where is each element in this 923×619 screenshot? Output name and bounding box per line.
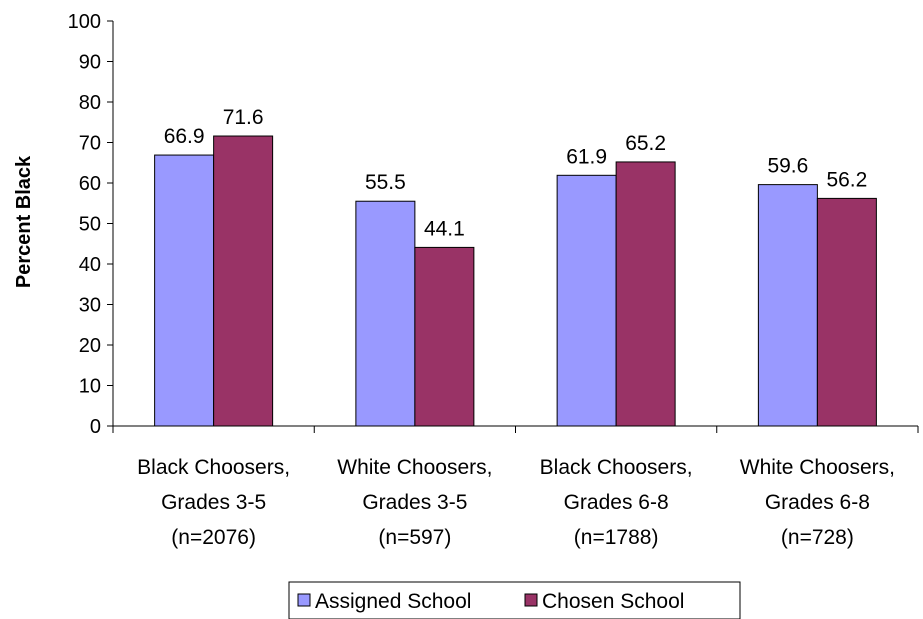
x-category-label: (n=2076) — [171, 526, 256, 549]
data-label: 56.2 — [826, 168, 867, 191]
bar — [615, 161, 676, 427]
y-tick-label: 20 — [79, 335, 101, 357]
legend-box — [288, 581, 741, 619]
x-category-label: Grades 6-8 — [564, 491, 669, 514]
bar — [213, 135, 274, 427]
bars — [154, 135, 877, 427]
data-label: 61.9 — [566, 145, 607, 168]
y-tick-label: 90 — [79, 52, 101, 74]
x-category-label: Grades 3-5 — [362, 491, 467, 514]
x-category-label: Black Choosers, — [137, 456, 290, 479]
y-tick-label: 50 — [79, 214, 101, 236]
y-axis-title: Percent Black — [13, 155, 35, 288]
legend-label: Assigned School — [315, 590, 471, 613]
legend-label: Chosen School — [542, 590, 684, 613]
y-axis: 0 10 20 30 40 50 60 70 80 90 100 — [68, 11, 114, 438]
bar — [556, 174, 617, 427]
data-labels: 66.9 55.5 61.9 59.6 71.6 44.1 65.2 56.2 — [164, 106, 868, 240]
bar — [355, 200, 416, 427]
y-tick-label: 60 — [79, 173, 101, 195]
bar — [414, 246, 475, 427]
legend: Assigned School Chosen School — [288, 581, 741, 619]
x-category-label: (n=728) — [781, 526, 854, 549]
legend-swatch — [524, 593, 538, 607]
x-category-label: Grades 6-8 — [765, 491, 870, 514]
legend-swatch — [297, 593, 311, 607]
x-category-label: (n=1788) — [574, 526, 659, 549]
y-tick-label: 100 — [68, 11, 101, 33]
data-label: 55.5 — [365, 171, 406, 194]
bar — [816, 197, 877, 427]
x-axis: Black Choosers, Grades 3-5 (n=2076) White C… — [112, 425, 919, 549]
x-category-label: Black Choosers, — [540, 456, 693, 479]
x-category-label: (n=597) — [378, 526, 451, 549]
bar — [757, 184, 818, 427]
data-label: 66.9 — [164, 125, 205, 148]
y-tick-label: 0 — [90, 416, 101, 438]
y-tick-label: 80 — [79, 92, 101, 114]
y-tick-label: 70 — [79, 133, 101, 155]
y-tick-label: 40 — [79, 254, 101, 276]
y-tick-label: 10 — [79, 376, 101, 398]
x-category-label: White Choosers, — [337, 456, 492, 479]
bar — [154, 154, 215, 427]
data-label: 65.2 — [625, 132, 666, 155]
y-tick-label: 30 — [79, 295, 101, 317]
data-label: 71.6 — [223, 106, 264, 129]
x-category-label: Grades 3-5 — [161, 491, 266, 514]
data-label: 59.6 — [767, 155, 808, 178]
data-label: 44.1 — [424, 217, 465, 240]
x-category-label: White Choosers, — [740, 456, 895, 479]
